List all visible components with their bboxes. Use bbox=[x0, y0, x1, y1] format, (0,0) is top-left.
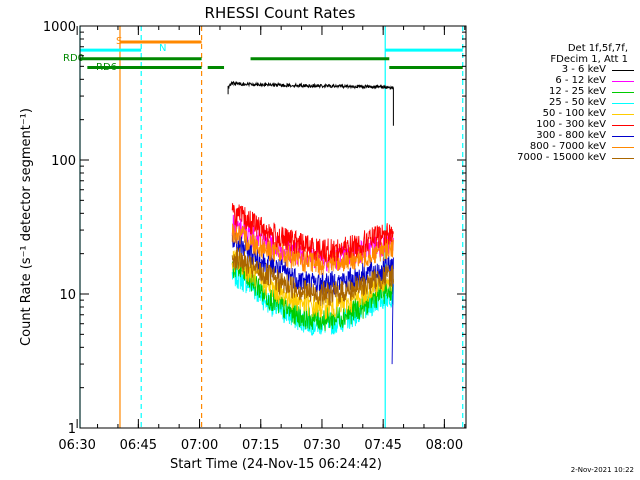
legend-item: 50 - 100 keV bbox=[484, 109, 634, 120]
x-tick-label: 07:15 bbox=[242, 438, 279, 453]
legend-swatch bbox=[612, 81, 634, 83]
legend-swatch bbox=[612, 70, 634, 72]
x-tick-label: 06:30 bbox=[58, 438, 95, 453]
y-tick-label: 100 bbox=[51, 154, 76, 169]
axis-ticks: 1 10 100 1000 06:30 06:45 07:00 07:15 07:30 07:45… bbox=[43, 20, 466, 453]
legend-item: 800 - 7000 keV bbox=[484, 142, 634, 153]
x-tick-label: 07:30 bbox=[303, 438, 340, 453]
legend-label: 3 - 6 keV bbox=[561, 64, 606, 76]
legend-item: 12 - 25 keV bbox=[484, 87, 634, 98]
legend-swatch bbox=[612, 136, 634, 138]
legend-swatch bbox=[612, 125, 634, 127]
legend-item: 7000 - 15000 keV bbox=[484, 153, 634, 164]
chart-title: RHESSI Count Rates bbox=[205, 4, 356, 22]
legend-label: 7000 - 15000 keV bbox=[517, 152, 606, 164]
series-line-7 bbox=[231, 223, 394, 276]
legend-swatch bbox=[612, 158, 634, 160]
y-tick-label: 10 bbox=[59, 288, 76, 303]
flag-label-rd6: RD6 bbox=[96, 62, 117, 73]
y-axis-label: Count Rate (s⁻¹ detector segment⁻¹) bbox=[19, 108, 34, 346]
x-tick-label: 07:00 bbox=[181, 438, 218, 453]
flag-label-s: S bbox=[116, 36, 122, 47]
legend-label: 800 - 7000 keV bbox=[529, 141, 606, 153]
series-line-8 bbox=[231, 246, 394, 307]
series-line-5 bbox=[231, 203, 394, 263]
x-tick-label: 06:45 bbox=[120, 438, 157, 453]
x-tick-label: 08:00 bbox=[426, 438, 463, 453]
legend-label: 100 - 300 keV bbox=[536, 119, 606, 131]
legend-item: 3 - 6 keV bbox=[484, 65, 634, 76]
legend-swatch bbox=[612, 103, 634, 105]
series-line-0 bbox=[227, 80, 394, 126]
legend-item: 6 - 12 keV bbox=[484, 76, 634, 87]
y-tick-label: 1000 bbox=[43, 20, 76, 35]
x-axis-label: Start Time (24-Nov-15 06:24:42) bbox=[170, 457, 382, 472]
legend-label: 50 - 100 keV bbox=[542, 108, 606, 120]
plot-frame bbox=[79, 25, 467, 429]
plot-area: S N RD0 RD6 bbox=[63, 26, 464, 428]
legend-header-line-1: Det 1f,5f,7f, bbox=[567, 43, 628, 54]
flag-label-rd0: RD0 bbox=[63, 53, 84, 64]
series-line-6 bbox=[231, 233, 394, 365]
x-tick-label: 07:45 bbox=[364, 438, 401, 453]
legend-label: 12 - 25 keV bbox=[548, 86, 606, 98]
legend-swatch bbox=[612, 114, 634, 116]
legend-header-line-2: FDecim 1, Att 1 bbox=[550, 53, 628, 65]
legend-item: 100 - 300 keV bbox=[484, 120, 634, 131]
legend-item: 300 - 800 keV bbox=[484, 131, 634, 142]
legend: Det 1f,5f,7f, FDecim 1, Att 1 3 - 6 keV 6… bbox=[484, 43, 634, 164]
legend-swatch bbox=[612, 147, 634, 149]
y-tick-label: 1 bbox=[68, 422, 76, 437]
legend-item: 25 - 50 keV bbox=[484, 98, 634, 109]
flag-label-n: N bbox=[159, 43, 166, 54]
legend-swatch bbox=[612, 92, 634, 94]
legend-label: 25 - 50 keV bbox=[548, 97, 606, 109]
generation-timestamp: 2-Nov-2021 10:22 bbox=[570, 466, 634, 474]
legend-label: 300 - 800 keV bbox=[536, 130, 606, 142]
legend-label: 6 - 12 keV bbox=[555, 75, 606, 87]
